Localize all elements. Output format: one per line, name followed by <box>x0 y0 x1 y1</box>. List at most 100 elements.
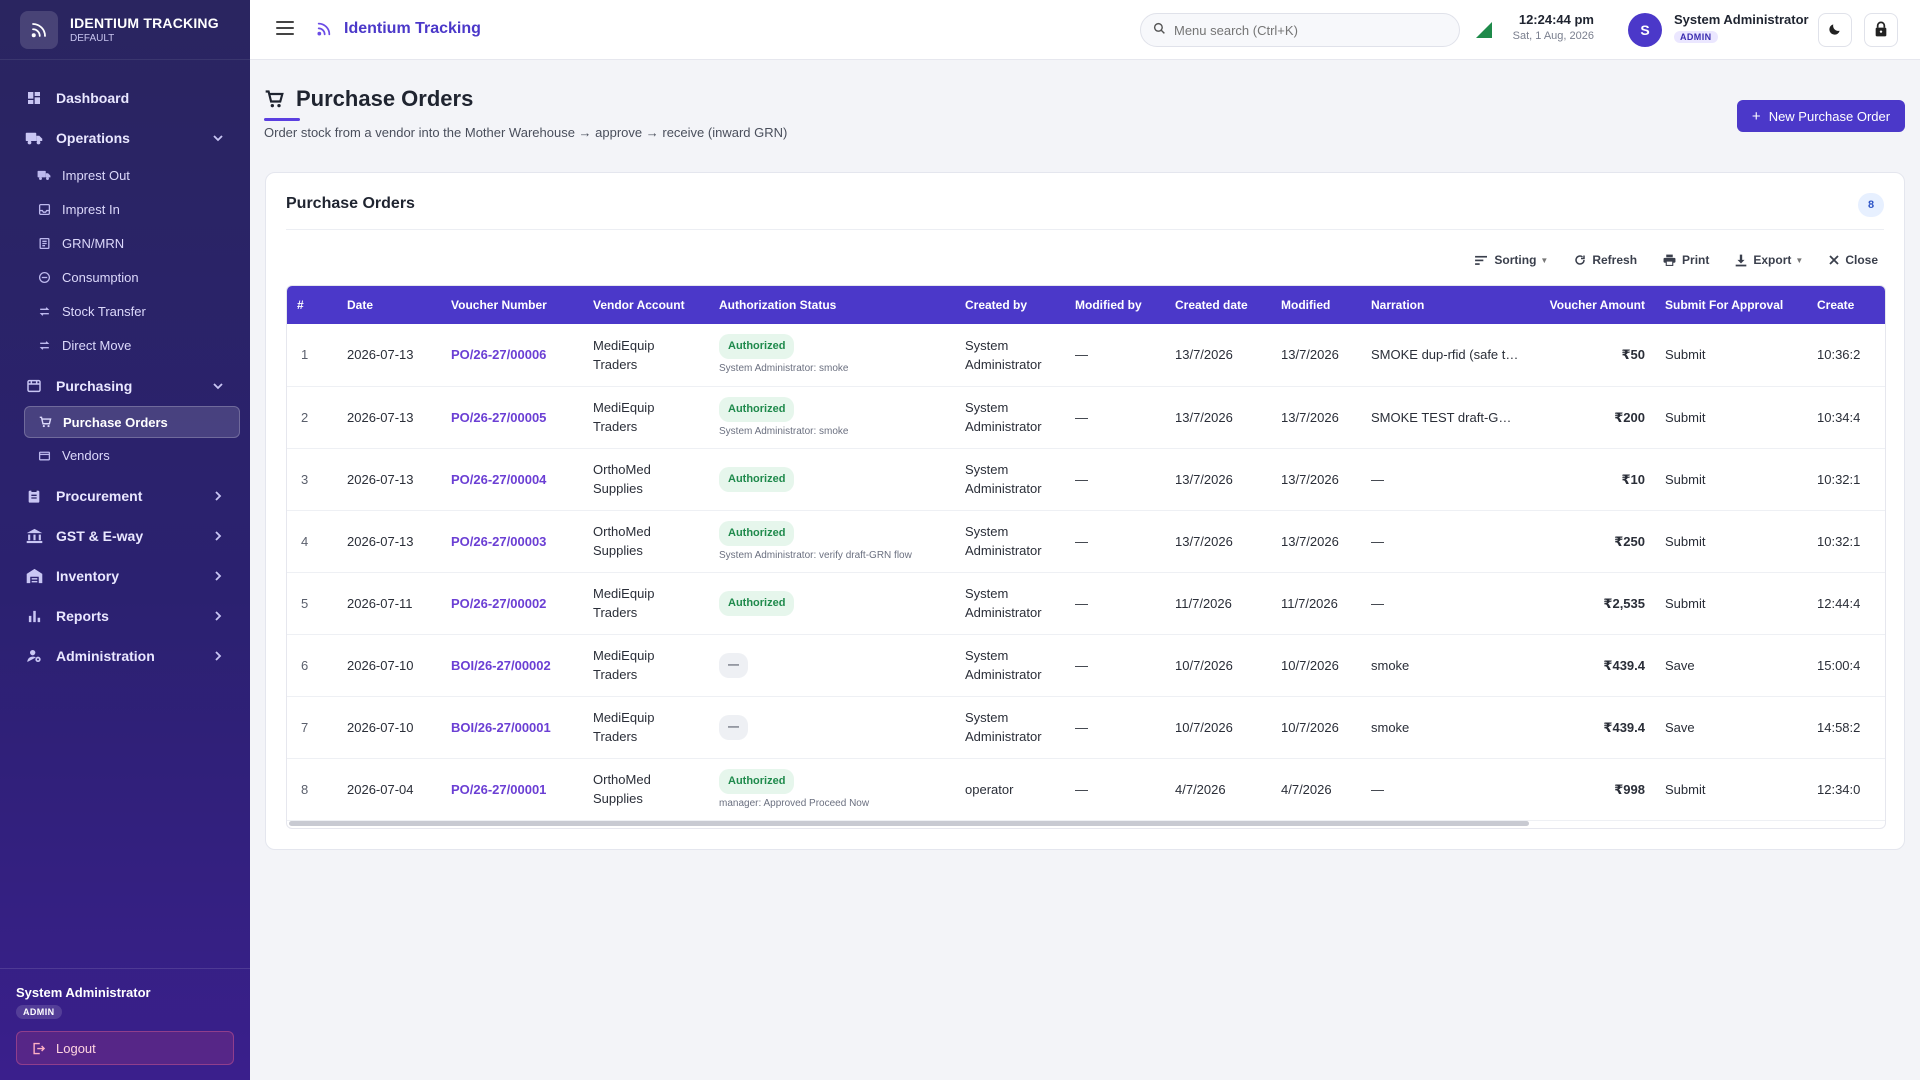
chevron-right-icon <box>212 529 224 545</box>
header-role-badge: ADMIN <box>1674 31 1718 43</box>
horizontal-scrollbar[interactable] <box>289 821 1529 826</box>
cell-amount: ₹200 <box>1529 386 1655 449</box>
column-header[interactable]: Created date <box>1175 298 1248 312</box>
header-user[interactable]: System Administrator ADMIN <box>1674 12 1809 43</box>
brand: IDENTIUM TRACKING DEFAULT <box>0 0 250 60</box>
cell-modified-by: — <box>1065 510 1165 573</box>
hamburger-menu-icon[interactable] <box>276 20 294 39</box>
voucher-link[interactable]: PO/26-27/00002 <box>441 572 583 635</box>
sidebar-item-label: GST & E-way <box>56 528 144 544</box>
column-header[interactable]: Modified <box>1281 298 1331 312</box>
column-header[interactable]: Created by <box>965 298 1028 312</box>
voucher-link[interactable]: PO/26-27/00004 <box>441 448 583 511</box>
signal-icon <box>1476 22 1492 41</box>
close-icon <box>1829 255 1839 265</box>
column-header[interactable]: Submit For Approval <box>1665 298 1784 312</box>
avatar[interactable]: S <box>1628 13 1662 47</box>
chevron-down-icon <box>212 379 224 395</box>
minus-circle-icon <box>36 269 52 285</box>
table-row[interactable]: 5 2026-07-11 PO/26-27/00002 MediEquip Tr… <box>287 572 1885 635</box>
cell-modified: 13/7/2026 <box>1271 386 1361 449</box>
sidebar-nav: Dashboard Operations Imprest Out Imprest… <box>0 60 250 676</box>
theme-toggle-button[interactable] <box>1818 13 1852 47</box>
voucher-link[interactable]: PO/26-27/00005 <box>441 386 583 449</box>
column-header[interactable]: Date <box>347 298 374 312</box>
table-row[interactable]: 8 2026-07-04 PO/26-27/00001 OrthoMed Sup… <box>287 758 1885 821</box>
sidebar-item-imprest-in[interactable]: Imprest In <box>0 192 250 226</box>
column-header[interactable]: Narration <box>1371 298 1425 312</box>
sidebar-item-direct-move[interactable]: Direct Move <box>0 328 250 362</box>
row-index: 4 <box>287 510 337 573</box>
voucher-link[interactable]: BOI/26-27/00001 <box>441 696 583 759</box>
auth-note: System Administrator: verify draft-GRN f… <box>719 549 912 561</box>
cell-auth-status: Authorized System Administrator: smoke <box>709 386 955 449</box>
column-header[interactable]: Modified by <box>1075 298 1142 312</box>
clock-time: 12:24:44 pm <box>1518 12 1594 27</box>
sidebar-item-inventory[interactable]: Inventory <box>0 556 250 596</box>
column-header[interactable]: # <box>297 298 304 312</box>
sidebar-item-dashboard[interactable]: Dashboard <box>0 78 250 118</box>
voucher-link[interactable]: PO/26-27/00003 <box>441 510 583 573</box>
sidebar-item-vendors[interactable]: Vendors <box>0 438 250 472</box>
sidebar-item-grn-mrn[interactable]: GRN/MRN <box>0 226 250 260</box>
sidebar-item-label: Vendors <box>62 447 110 463</box>
table-row[interactable]: 2 2026-07-13 PO/26-27/00005 MediEquip Tr… <box>287 386 1885 449</box>
cell-modified-by: — <box>1065 386 1165 449</box>
column-header[interactable]: Create <box>1817 298 1855 312</box>
title-underline <box>264 118 300 121</box>
sidebar-item-consumption[interactable]: Consumption <box>0 260 250 294</box>
status-badge: Authorized <box>719 466 795 492</box>
print-button[interactable]: Print <box>1663 253 1709 267</box>
brand-subtitle: DEFAULT <box>70 33 115 44</box>
sidebar-footer: System Administrator ADMIN Logout <box>0 968 250 1080</box>
page-header: Purchase Orders Order stock from a vendo… <box>264 86 787 140</box>
export-button[interactable]: Export ▼ <box>1735 253 1803 267</box>
voucher-link[interactable]: PO/26-27/00001 <box>441 758 583 821</box>
sidebar-item-procurement[interactable]: Procurement <box>0 476 250 516</box>
menu-search[interactable] <box>1140 13 1460 47</box>
table-row[interactable]: 4 2026-07-13 PO/26-27/00003 OrthoMed Sup… <box>287 510 1885 573</box>
close-button[interactable]: Close <box>1829 253 1878 267</box>
cell-modified-by: — <box>1065 634 1165 697</box>
cell-narration: smoke <box>1361 696 1529 759</box>
new-purchase-order-label: New Purchase Order <box>1768 108 1891 124</box>
search-input[interactable] <box>1174 22 1434 38</box>
row-index: 3 <box>287 448 337 511</box>
voucher-link[interactable]: BOI/26-27/00002 <box>441 634 583 697</box>
column-header[interactable]: Voucher Number <box>451 298 547 312</box>
table-row[interactable]: 3 2026-07-13 PO/26-27/00004 OrthoMed Sup… <box>287 448 1885 511</box>
refresh-button[interactable]: Refresh <box>1574 253 1637 267</box>
sidebar-item-imprest-out[interactable]: Imprest Out <box>0 158 250 192</box>
cell-date: 2026-07-13 <box>337 510 441 573</box>
sidebar-item-gst-eway[interactable]: GST & E-way <box>0 516 250 556</box>
sidebar-item-label: Stock Transfer <box>62 303 146 319</box>
top-header: Identium Tracking 12:24:44 pm Sat, 1 Aug… <box>250 0 1920 60</box>
sort-icon <box>1475 255 1488 266</box>
cell-created-by: System Administrator <box>955 696 1065 759</box>
sidebar-item-stock-transfer[interactable]: Stock Transfer <box>0 294 250 328</box>
column-header[interactable]: Authorization Status <box>719 298 837 312</box>
sorting-button[interactable]: Sorting ▼ <box>1475 253 1548 267</box>
sidebar-item-reports[interactable]: Reports <box>0 596 250 636</box>
sidebar-item-purchasing[interactable]: Purchasing <box>0 366 250 406</box>
sidebar-item-label: GRN/MRN <box>62 235 125 251</box>
table-row[interactable]: 7 2026-07-10 BOI/26-27/00001 MediEquip T… <box>287 696 1885 759</box>
sidebar-item-purchase-orders[interactable]: Purchase Orders <box>24 406 240 438</box>
voucher-link[interactable]: PO/26-27/00006 <box>441 324 583 387</box>
status-badge: — <box>719 714 748 740</box>
lock-button[interactable] <box>1864 13 1898 47</box>
close-label: Close <box>1845 253 1878 267</box>
cell-modified: 13/7/2026 <box>1271 448 1361 511</box>
table-row[interactable]: 6 2026-07-10 BOI/26-27/00002 MediEquip T… <box>287 634 1885 697</box>
cell-amount: ₹10 <box>1529 448 1655 511</box>
new-purchase-order-button[interactable]: + New Purchase Order <box>1737 100 1905 132</box>
logout-button[interactable]: Logout <box>16 1031 234 1065</box>
sidebar-item-administration[interactable]: Administration <box>0 636 250 676</box>
cell-modified-by: — <box>1065 572 1165 635</box>
inbox-icon <box>36 201 52 217</box>
column-header[interactable]: Vendor Account <box>593 298 685 312</box>
sidebar-item-operations[interactable]: Operations <box>0 118 250 158</box>
table-row[interactable]: 1 2026-07-13 PO/26-27/00006 MediEquip Tr… <box>287 324 1885 387</box>
column-header[interactable]: Voucher Amount <box>1549 298 1645 312</box>
cell-vendor: OrthoMed Supplies <box>583 758 709 821</box>
